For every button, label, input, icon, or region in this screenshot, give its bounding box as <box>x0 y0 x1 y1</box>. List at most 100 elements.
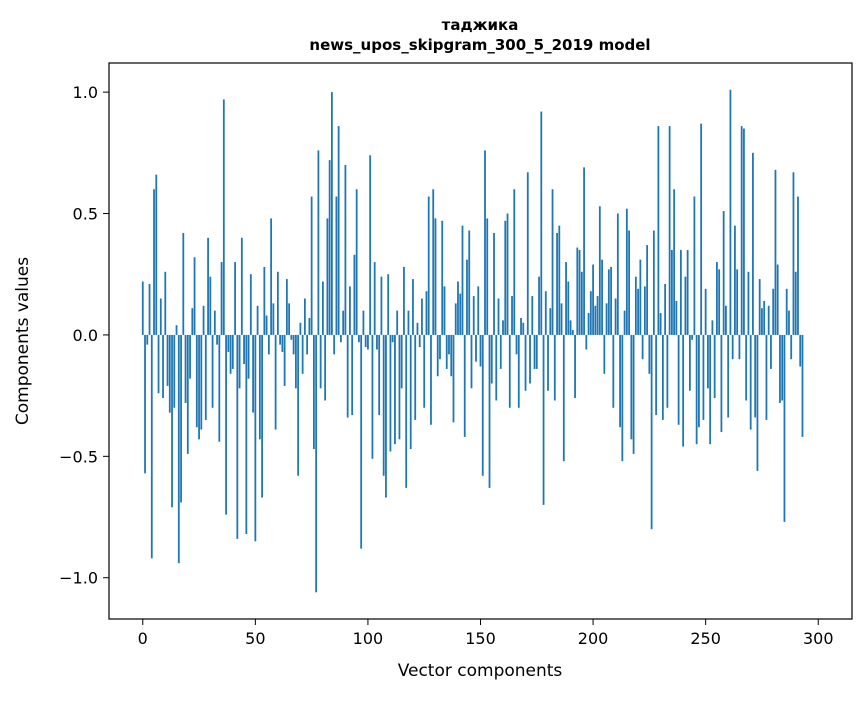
x-tick-label: 300 <box>803 629 834 648</box>
bar-270 <box>749 334 752 430</box>
bar-39 <box>229 334 232 374</box>
bar-124 <box>421 298 423 335</box>
bar-42 <box>236 334 239 539</box>
bar-267 <box>743 128 745 335</box>
bar-11 <box>166 334 169 386</box>
bar-194 <box>578 249 581 335</box>
bar-7 <box>157 334 160 394</box>
y-tick-label: 0.5 <box>73 205 98 224</box>
bar-8 <box>159 298 162 335</box>
bar-252 <box>709 334 712 445</box>
bar-50 <box>254 334 257 542</box>
bar-97 <box>360 334 363 549</box>
bar-40 <box>231 334 234 369</box>
bar-196 <box>583 167 585 335</box>
bar-69 <box>297 334 300 476</box>
y-tick-label: 1.0 <box>73 83 98 102</box>
bar-191 <box>571 330 574 335</box>
bar-60 <box>276 271 279 335</box>
bar-3 <box>148 283 151 335</box>
bar-28 <box>204 334 207 420</box>
bar-157 <box>495 334 498 401</box>
bar-152 <box>484 150 486 335</box>
bar-217 <box>630 334 633 440</box>
bar-195 <box>580 271 583 335</box>
bar-12 <box>168 334 171 413</box>
bar-162 <box>506 213 509 335</box>
bar-225 <box>648 334 651 374</box>
bar-48 <box>249 274 252 335</box>
bar-116 <box>403 266 405 335</box>
bar-117 <box>405 334 408 488</box>
bar-119 <box>409 334 412 450</box>
bar-258 <box>722 211 725 335</box>
bar-65 <box>288 303 291 335</box>
bar-170 <box>524 334 527 391</box>
bar-239 <box>679 249 682 335</box>
bar-160 <box>502 320 504 335</box>
bar-165 <box>513 189 516 335</box>
bar-17 <box>180 334 182 503</box>
y-axis-label: Components values <box>13 257 33 425</box>
bar-67 <box>292 334 295 355</box>
bar-155 <box>490 334 493 384</box>
bar-286 <box>785 288 788 335</box>
bar-226 <box>650 334 653 530</box>
y-tick-label: 0.0 <box>73 326 98 345</box>
bar-139 <box>454 303 457 335</box>
bar-127 <box>427 196 430 335</box>
bar-287 <box>788 310 790 335</box>
bar-146 <box>470 334 473 389</box>
bar-0 <box>141 281 144 335</box>
bar-62 <box>281 334 284 352</box>
bar-232 <box>664 283 667 335</box>
bar-34 <box>218 334 221 442</box>
bar-211 <box>616 213 619 335</box>
bar-86 <box>335 196 338 335</box>
bar-101 <box>369 155 372 335</box>
bar-248 <box>700 123 703 335</box>
bar-128 <box>430 334 432 425</box>
bar-264 <box>736 269 739 335</box>
bar-293 <box>801 334 804 437</box>
x-axis: 0 50 100 150 200 250 300 <box>138 619 834 648</box>
x-tick-label: 50 <box>245 629 265 648</box>
bar-265 <box>738 334 741 360</box>
bar-114 <box>398 334 401 440</box>
bar-26 <box>200 334 203 430</box>
bar-185 <box>558 225 561 335</box>
bar-147 <box>472 296 475 335</box>
bar-240 <box>682 334 685 447</box>
bar-21 <box>189 334 191 379</box>
bar-212 <box>619 334 621 428</box>
bar-207 <box>607 269 610 335</box>
bar-269 <box>747 271 750 335</box>
bar-249 <box>702 334 705 420</box>
bar-206 <box>605 303 608 335</box>
bar-260 <box>727 334 730 418</box>
bar-141 <box>459 293 462 335</box>
bar-99 <box>364 334 367 348</box>
bar-93 <box>351 334 354 416</box>
bar-138 <box>452 334 455 423</box>
bar-131 <box>436 334 439 377</box>
bar-23 <box>193 257 196 335</box>
bar-216 <box>628 230 630 335</box>
bar-178 <box>542 334 545 505</box>
bar-123 <box>418 334 421 348</box>
bar-238 <box>677 334 680 425</box>
bar-187 <box>562 334 565 462</box>
bar-257 <box>720 334 723 433</box>
bar-53 <box>261 334 263 498</box>
bar-111 <box>391 334 394 343</box>
bar-256 <box>718 269 721 335</box>
bar-36 <box>222 99 225 335</box>
bar-215 <box>625 208 628 335</box>
bar-107 <box>382 334 385 476</box>
bar-227 <box>652 230 655 335</box>
bar-167 <box>517 334 520 408</box>
bar-94 <box>353 254 356 335</box>
bar-83 <box>328 160 331 335</box>
bar-246 <box>695 334 698 445</box>
